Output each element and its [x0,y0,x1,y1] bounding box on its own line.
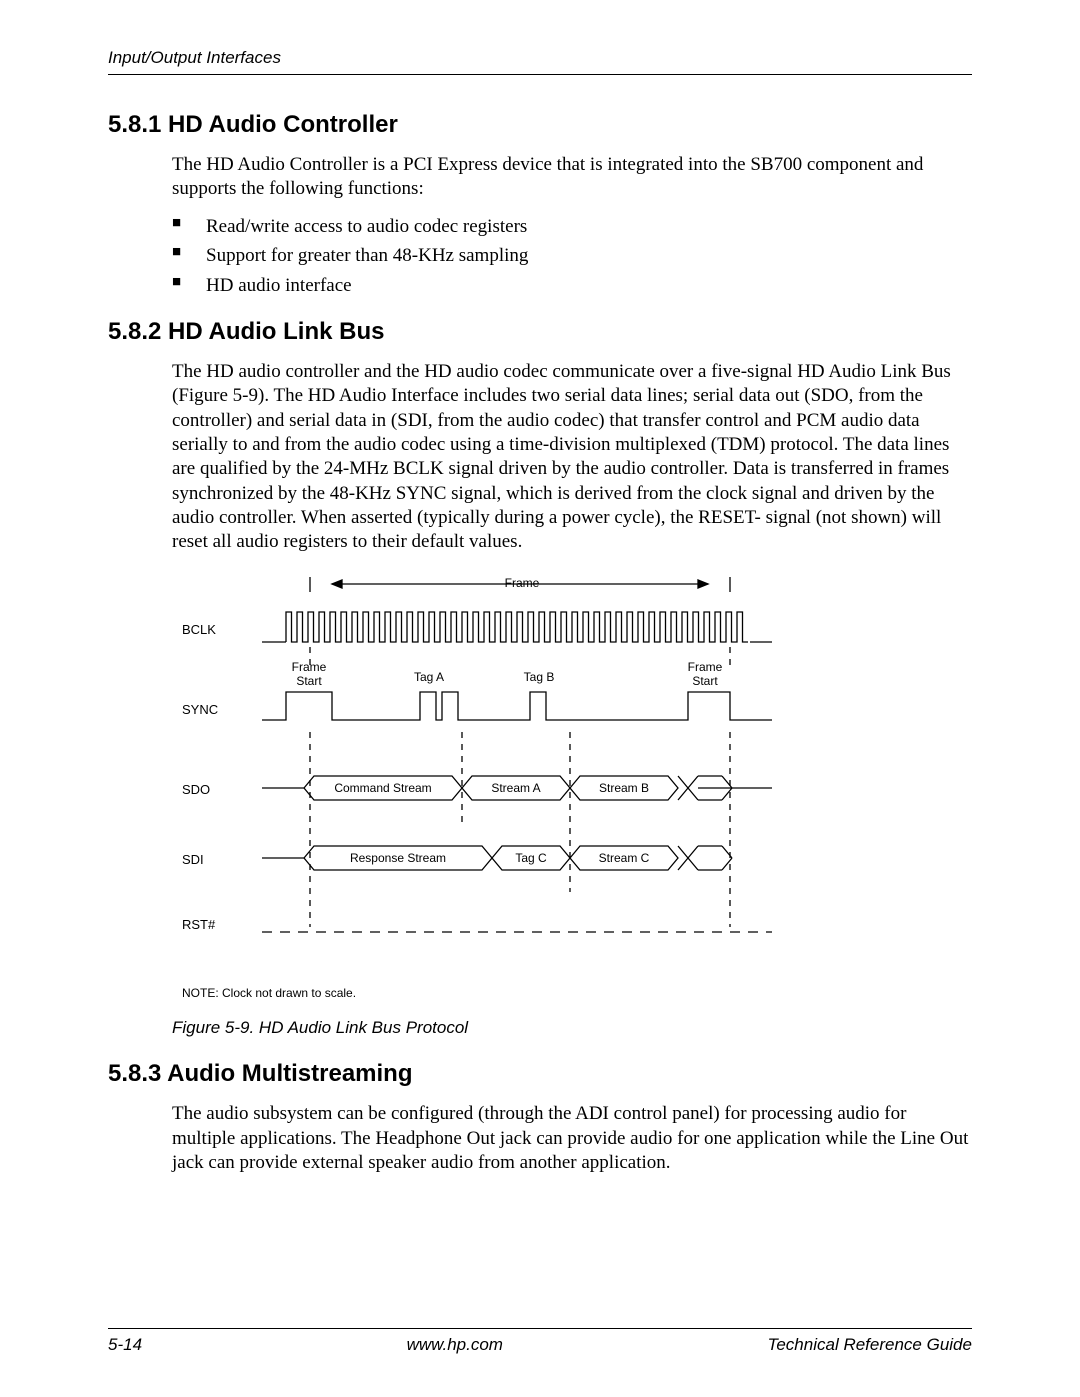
sdo-stream-b: Stream B [580,781,668,795]
bullet-item: Support for greater than 48-KHz sampling [172,241,972,270]
label-rst: RST# [182,917,215,932]
footer-url: www.hp.com [407,1335,503,1355]
label-sync: SYNC [182,702,218,717]
sdo-command: Command Stream [314,781,452,795]
label-sdi: SDI [182,852,204,867]
para-581: The HD Audio Controller is a PCI Express… [172,153,972,202]
timing-svg [182,572,802,972]
frame-label: Frame [482,576,562,590]
bullet-item: Read/write access to audio codec registe… [172,212,972,241]
sdi-response: Response Stream [314,851,482,865]
page-footer: 5-14 www.hp.com Technical Reference Guid… [108,1328,972,1355]
header-rule [108,74,972,75]
sdo-stream-a: Stream A [472,781,560,795]
sync-frame-start-1: Frame Start [286,660,332,688]
footer-rule [108,1328,972,1329]
heading-581: 5.8.1 HD Audio Controller [108,111,972,139]
bullet-list-581: Read/write access to audio codec registe… [172,212,972,300]
diagram-note: NOTE: Clock not drawn to scale. [182,986,852,1000]
running-header: Input/Output Interfaces [108,48,972,68]
label-sdo: SDO [182,782,210,797]
sdi-tag-c: Tag C [502,851,560,865]
heading-582: 5.8.2 HD Audio Link Bus [108,318,972,346]
sdi-stream-c: Stream C [580,851,668,865]
heading-583: 5.8.3 Audio Multistreaming [108,1060,972,1088]
page-number: 5-14 [108,1335,142,1355]
para-582: The HD audio controller and the HD audio… [172,360,972,555]
figure-caption: Figure 5-9. HD Audio Link Bus Protocol [172,1018,852,1038]
sync-frame-start-2: Frame Start [682,660,728,688]
footer-title: Technical Reference Guide [768,1335,972,1355]
figure-5-9: BCLK SYNC SDO SDI RST# [172,572,852,1038]
sync-tag-b: Tag B [514,670,564,684]
label-bclk: BCLK [182,622,216,637]
para-583: The audio subsystem can be configured (t… [172,1102,972,1175]
sync-tag-a: Tag A [404,670,454,684]
bullet-item: HD audio interface [172,271,972,300]
timing-diagram: BCLK SYNC SDO SDI RST# [182,572,802,972]
